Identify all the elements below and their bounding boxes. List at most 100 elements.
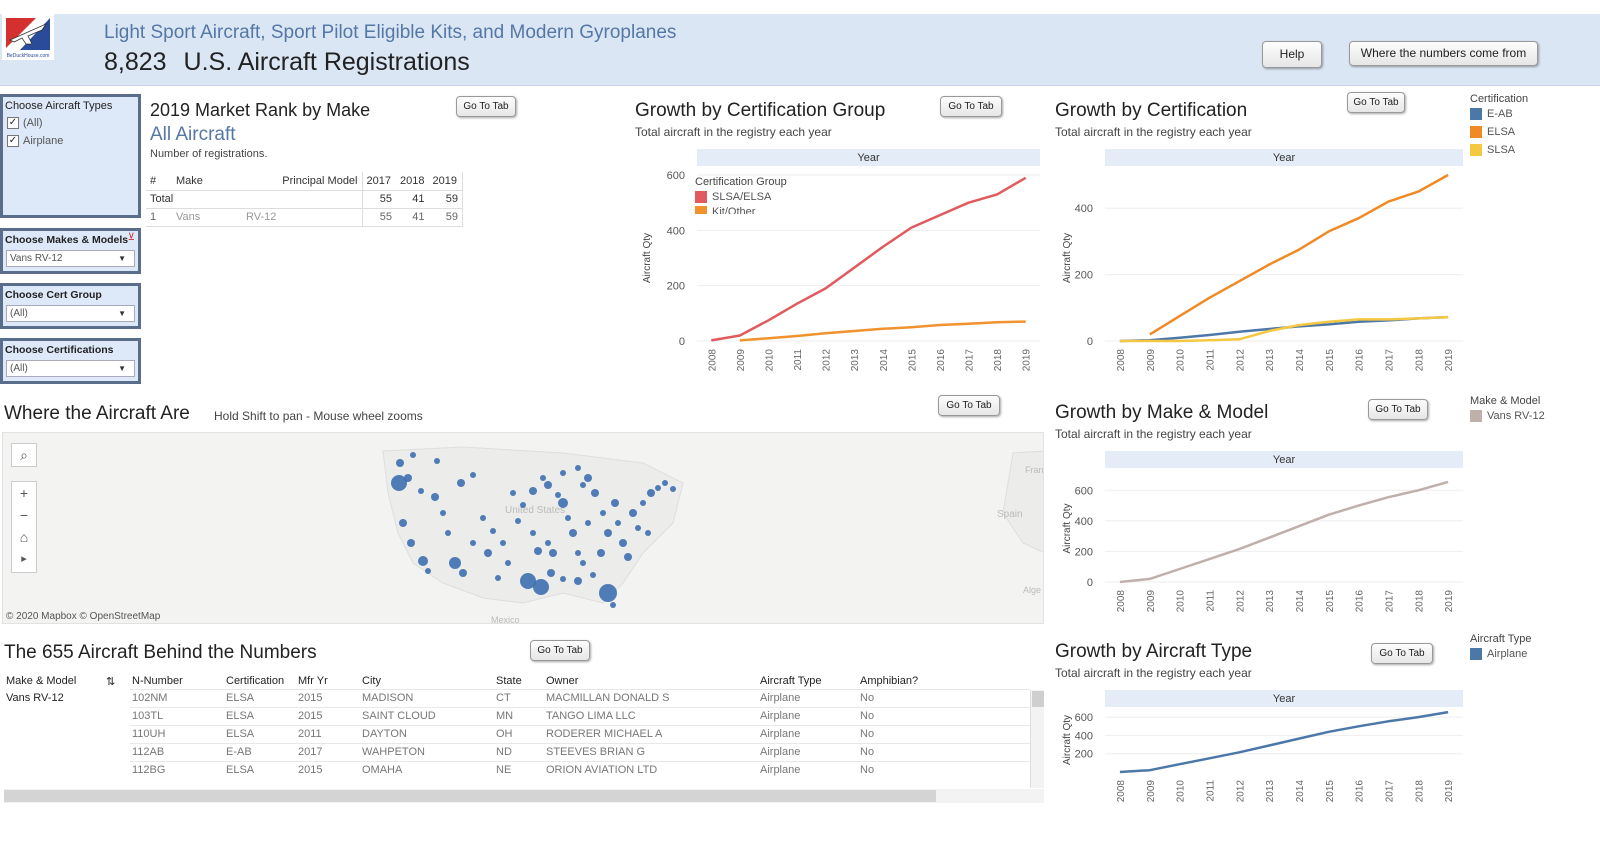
certifications-filter: Choose Certifications (All) ▼ (0, 338, 141, 384)
market-rank-table: # Make Principal Model 2017 2018 2019 To… (146, 172, 463, 227)
dashboard-subtitle: Light Sport Aircraft, Sport Pilot Eligib… (104, 22, 677, 43)
aircraft-marker (604, 529, 612, 537)
x-tick-label: 2011 (1205, 780, 1216, 802)
table-cell: NE (494, 760, 544, 779)
chevron-down-icon[interactable]: ▼ (118, 254, 126, 263)
checkbox-icon[interactable]: ✓ (7, 135, 19, 147)
y-tick-label: 400 (1075, 516, 1093, 528)
aircraft-list-go-button[interactable]: Go To Tab (530, 640, 590, 661)
checkbox-all[interactable]: ✓ (All) (3, 114, 138, 132)
table-row[interactable]: 112AB E-AB 2017 WAHPETON ND STEEVES BRIAN G Ai… (4, 742, 1030, 761)
legend-title: Make & Model (1470, 395, 1541, 407)
growth-group-title: Growth by Certification Group (635, 100, 886, 121)
checkbox-icon[interactable]: ✓ (7, 117, 19, 129)
table-cell: 2015 (296, 706, 360, 725)
x-tick-label: 2015 (1325, 780, 1336, 803)
checkbox-airplane[interactable]: ✓ Airplane (3, 132, 138, 150)
table-cell: ELSA (224, 688, 296, 707)
growth-group-go-button[interactable]: Go To Tab (940, 96, 1002, 117)
table-cell: 103TL (130, 706, 224, 725)
x-tick-label: 2017 (965, 349, 976, 372)
legend-item-slsa-elsa[interactable]: SLSA/ELSA (695, 188, 787, 206)
expand-arrow-icon[interactable]: ▸ (21, 553, 27, 565)
aircraft-marker (574, 577, 582, 585)
aircraft-marker (459, 569, 467, 577)
legend-item-airplane[interactable]: Airplane (1470, 645, 1532, 663)
certifications-dropdown[interactable]: (All) ▼ (6, 360, 135, 377)
growth-group-chart: Year 0 200 400 600 Aircraft Qty 2008 2009 2010 20… (642, 149, 1040, 372)
aircraft-marker (549, 549, 557, 557)
column-header[interactable]: Owner (546, 674, 579, 687)
map-canvas[interactable]: United States Mexico Spain Fran Alge (3, 433, 1044, 624)
table-cell: RV-12 (246, 211, 277, 223)
legend-label: SLSA/ELSA (712, 191, 772, 203)
growth-type-go-button[interactable]: Go To Tab (1371, 643, 1433, 664)
legend-item-slsa[interactable]: SLSA (1470, 141, 1528, 159)
chevron-down-icon[interactable]: ▼ (118, 364, 126, 373)
year-header-label: Year (1273, 693, 1296, 705)
table-cell: Vans (176, 211, 201, 223)
column-header[interactable]: Aircraft Type (760, 674, 822, 687)
scrollbar-thumb[interactable] (1032, 691, 1044, 707)
aircraft-map[interactable]: United States Mexico Spain Fran Alge ⌕ +… (2, 432, 1044, 624)
column-header[interactable]: City (362, 674, 381, 687)
zoom-in-icon[interactable]: + (19, 485, 29, 501)
legend-swatch (695, 191, 707, 203)
table-header-row: Make & Model ⇅ N-Number Certification Mf… (4, 673, 1030, 689)
legend-item-e-ab[interactable]: E-AB (1470, 105, 1528, 123)
x-tick-label: 2013 (1265, 590, 1276, 613)
aircraft-marker (410, 452, 416, 458)
table-row[interactable]: Vans RV-12 102NM ELSA 2015 MADISON CT MACMILL… (4, 688, 1030, 707)
help-button[interactable]: Help (1262, 41, 1322, 68)
column-header[interactable]: N-Number (132, 674, 183, 687)
series-line-airplane (1119, 710, 1449, 774)
column-header[interactable]: State (496, 674, 522, 687)
legend-item-elsa[interactable]: ELSA (1470, 123, 1528, 141)
growth-cert-legend: Certification E-AB ELSA SLSA (1470, 93, 1528, 159)
table-row[interactable]: 1 Vans RV-12 55 41 59 (146, 208, 463, 226)
table-cell: 110UH (130, 724, 224, 743)
x-tick-label: 2019 (1444, 780, 1455, 803)
market-rank-go-button[interactable]: Go To Tab (456, 96, 516, 117)
table-row[interactable]: 103TL ELSA 2015 SAINT CLOUD MN TANGO LIMA LLC… (4, 706, 1030, 725)
list-horizontal-scrollbar[interactable] (4, 789, 1044, 803)
site-logo[interactable]: BeDuckHouse.com (2, 14, 54, 60)
table-cell: ELSA (224, 724, 296, 743)
map-go-button[interactable]: Go To Tab (938, 395, 1000, 416)
aircraft-marker (399, 519, 407, 527)
y-axis-label: Aircraft Qty (642, 233, 653, 283)
home-icon[interactable]: ⌂ (19, 529, 29, 545)
legend-item-kit-other[interactable]: Kit/Other (695, 206, 787, 214)
year-header-band (1105, 690, 1463, 707)
year-header-label: Year (857, 152, 880, 164)
growth-cert-title: Growth by Certification (1055, 100, 1248, 121)
list-vertical-scrollbar[interactable] (1030, 690, 1044, 788)
column-header[interactable]: Certification (226, 674, 285, 687)
legend-swatch (1470, 410, 1482, 422)
dropdown-value: Vans RV-12 (10, 253, 63, 264)
table-row[interactable]: 110UH ELSA 2011 DAYTON OH RODERER MICHAEL A Ai… (4, 724, 1030, 743)
column-header[interactable]: Make & Model (6, 675, 77, 687)
chevron-down-icon[interactable]: ▼ (118, 309, 126, 318)
clear-filter-icon[interactable]: ⊻ (127, 232, 135, 243)
legend-item-vans-rv12[interactable]: Vans RV-12 (1470, 407, 1545, 425)
column-header[interactable]: Amphibian? (860, 674, 919, 687)
aircraft-marker (490, 528, 496, 534)
column-header[interactable]: Mfr Yr (298, 674, 328, 687)
cert-group-dropdown[interactable]: (All) ▼ (6, 305, 135, 322)
x-tick-label: 2014 (1295, 349, 1306, 372)
table-row[interactable]: 112BG ELSA 2015 OMAHA NE ORION AVIATION LTD Ai… (4, 760, 1030, 779)
map-search-button[interactable]: ⌕ (11, 443, 37, 467)
zoom-out-icon[interactable]: − (19, 507, 29, 523)
numbers-source-button[interactable]: Where the numbers come from (1349, 41, 1538, 66)
growth-make-go-button[interactable]: Go To Tab (1368, 399, 1428, 420)
makes-models-dropdown[interactable]: Vans RV-12 ▼ (6, 250, 135, 267)
scrollbar-thumb[interactable] (4, 790, 936, 802)
sort-icon[interactable]: ⇅ (106, 675, 116, 688)
year-header-band (1105, 149, 1463, 166)
legend-swatch (1470, 126, 1482, 138)
growth-group-legend: Certification Group SLSA/ELSA Kit/Other (695, 176, 787, 214)
x-tick-label: 2009 (736, 349, 747, 372)
growth-cert-go-button[interactable]: Go To Tab (1347, 92, 1405, 113)
